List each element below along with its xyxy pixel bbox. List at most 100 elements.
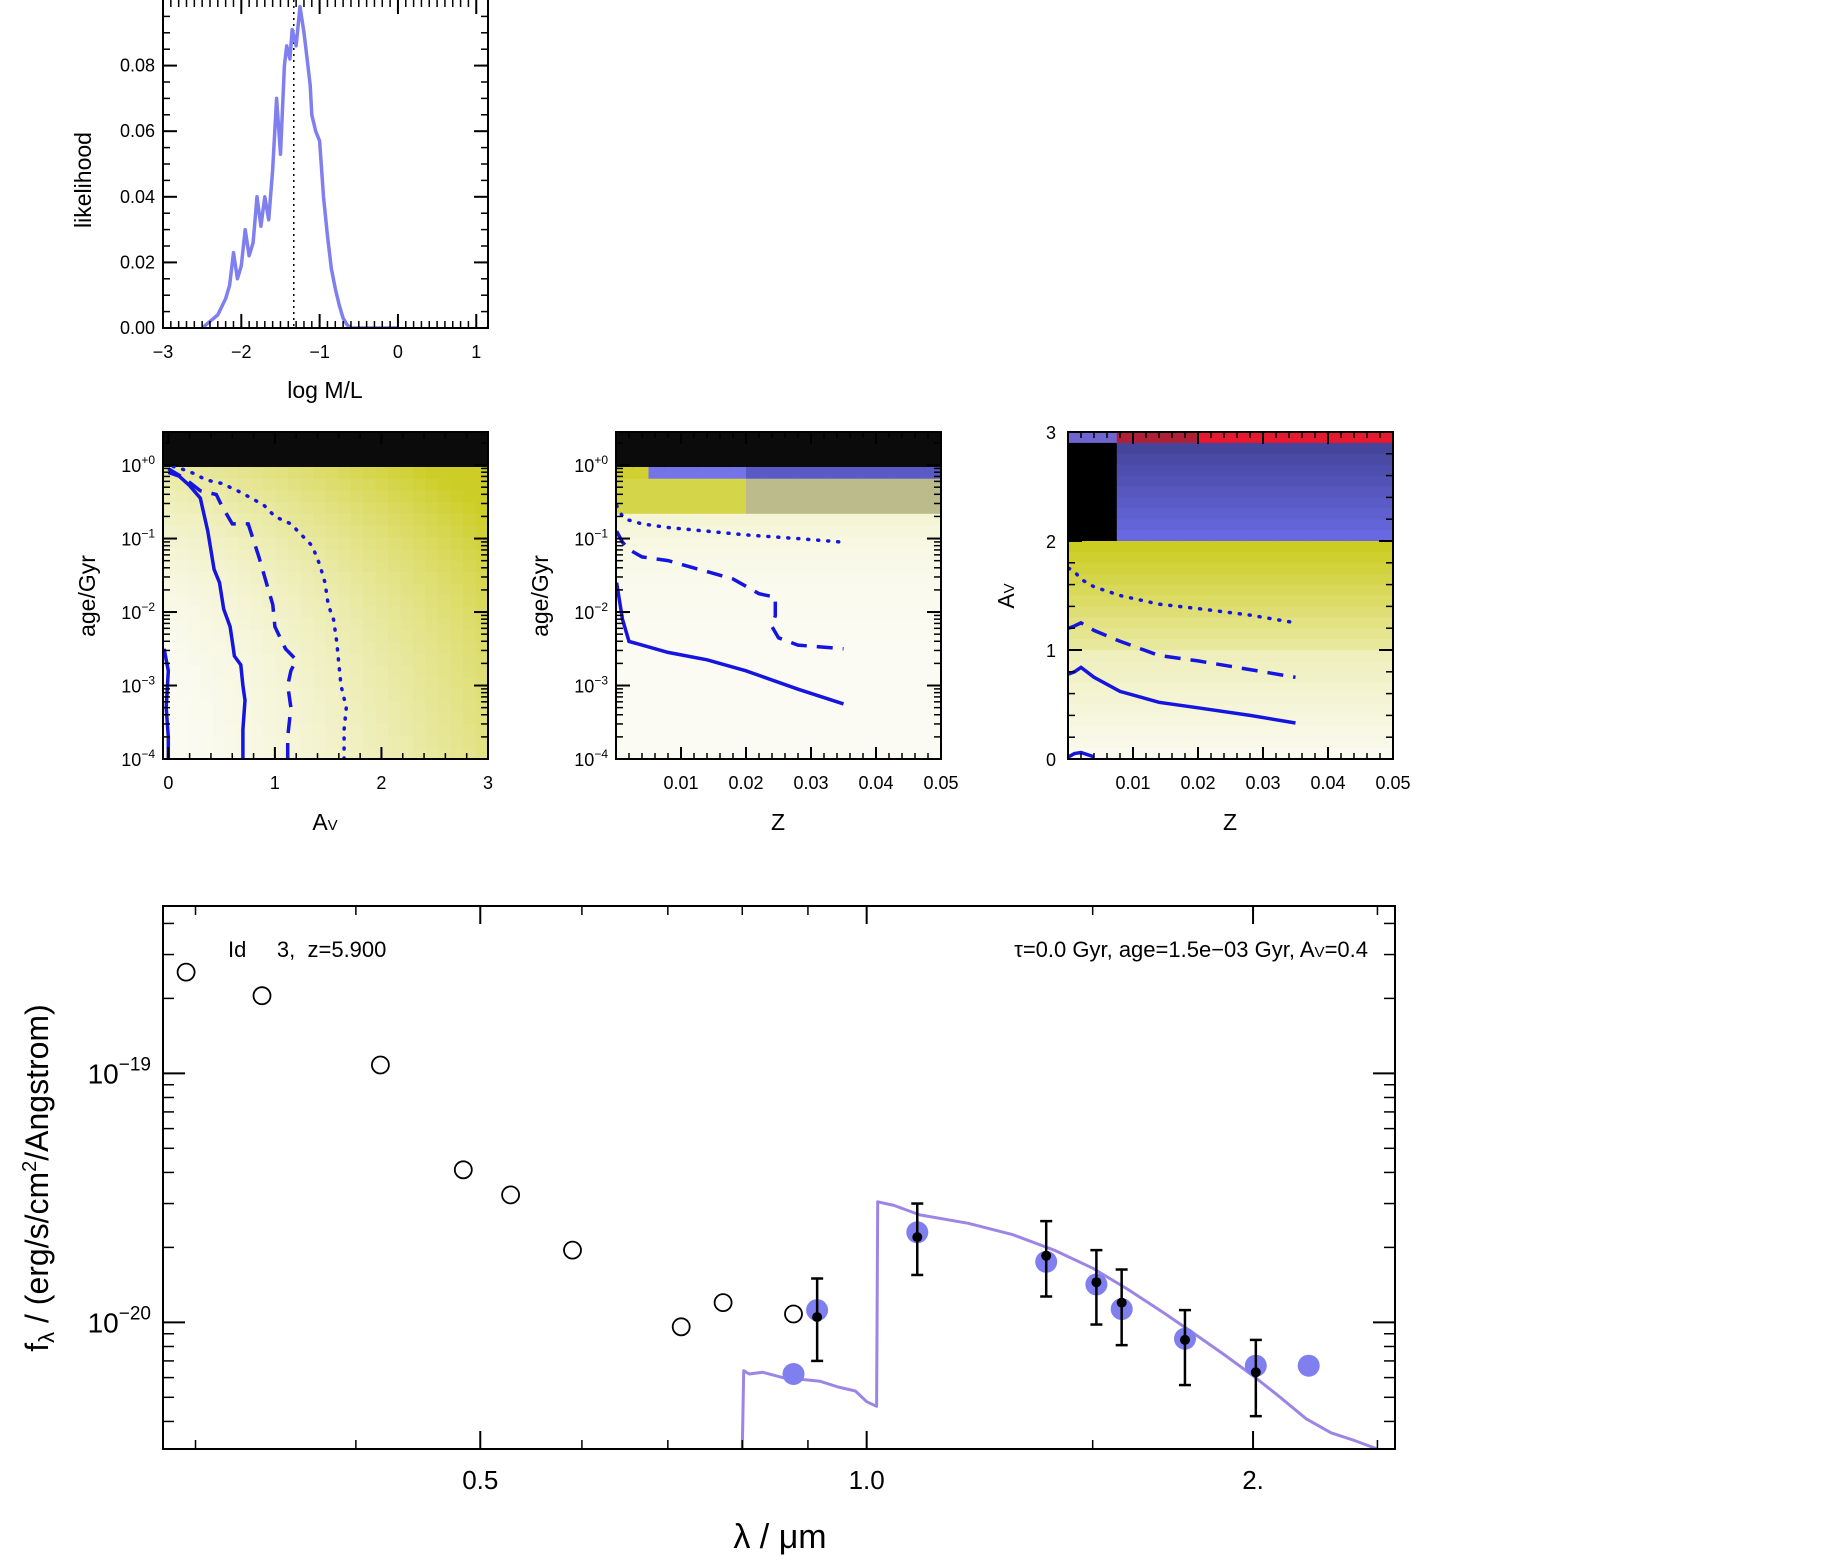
heatmap-cell	[778, 432, 796, 445]
heatmap-cell	[1295, 606, 1313, 618]
heatmap-cell	[1263, 748, 1280, 759]
heatmap-cell	[1165, 639, 1183, 651]
heatmap-cell	[325, 677, 339, 690]
heatmap-cell	[463, 688, 477, 702]
heatmap-cell	[1133, 606, 1150, 618]
heatmap-cell	[876, 607, 893, 620]
heatmap-cell	[250, 572, 264, 585]
heatmap-cell	[1100, 453, 1118, 466]
heatmap-cell	[762, 572, 780, 585]
heatmap-cell	[1165, 595, 1183, 607]
contour-solid	[1068, 750, 1095, 759]
heatmap-cell	[908, 455, 926, 468]
heatmap-cell	[713, 490, 731, 503]
heatmap-cell	[1246, 628, 1264, 640]
heatmap-cell	[388, 467, 402, 480]
heatmap-cell	[1246, 442, 1264, 455]
heatmap-cell	[1165, 497, 1183, 509]
heatmap-cell	[632, 653, 650, 667]
heatmap-cell	[388, 490, 402, 503]
heatmap-cell	[1376, 726, 1393, 738]
heatmap-cell	[450, 583, 464, 597]
heatmap-cell	[475, 502, 488, 515]
heatmap-cell	[1149, 595, 1167, 607]
heatmap-cell	[1295, 475, 1313, 488]
heatmap-cell	[729, 747, 747, 759]
heatmap-cell	[1181, 519, 1199, 531]
heatmap-cell	[475, 618, 488, 632]
heatmap-cell	[778, 467, 796, 480]
heatmap-cell	[1100, 432, 1118, 444]
heatmap-cell	[1263, 715, 1280, 727]
heatmap-cell	[924, 443, 941, 456]
heatmap-cell	[475, 443, 488, 456]
heatmap-cell	[632, 455, 650, 468]
heatmap-cell	[400, 595, 414, 608]
heatmap-cell	[288, 630, 302, 643]
heatmap-cell	[363, 537, 377, 550]
heatmap-cell	[288, 455, 302, 468]
heatmap-cell	[1279, 432, 1297, 444]
heatmap-cell	[681, 467, 698, 480]
heatmap-cell	[892, 653, 910, 667]
heatmap-cell	[288, 490, 302, 503]
heatmap-cell	[288, 583, 302, 597]
heatmap-cell	[175, 688, 189, 702]
heatmap-cell	[1376, 606, 1393, 618]
heatmap-cell	[1100, 573, 1118, 586]
heatmap-cell	[1068, 562, 1085, 575]
heatmap-cell	[664, 607, 682, 620]
heatmap-cell	[1246, 573, 1264, 586]
heatmap-cell	[413, 455, 427, 468]
heatmap-cell	[463, 747, 477, 759]
heatmap-cell	[275, 712, 289, 725]
heatmap-cell	[729, 712, 747, 725]
heatmap-cell	[1279, 519, 1297, 531]
heatmap-cell	[363, 583, 377, 597]
heatmap-cell	[425, 443, 439, 456]
x-tick-label: 0	[163, 773, 173, 793]
heatmap-cell	[843, 490, 861, 503]
heatmap-cell	[250, 688, 264, 702]
heatmap-cell	[827, 618, 845, 632]
heatmap-cell	[238, 618, 252, 632]
heatmap-cell	[778, 513, 796, 527]
heatmap-cell	[1279, 442, 1297, 455]
heatmap-cell	[1295, 617, 1313, 629]
heatmap-cell	[1230, 530, 1248, 542]
heatmap-cell	[1181, 453, 1199, 466]
heatmap-cell	[1181, 475, 1199, 488]
heatmap-cell	[648, 735, 666, 748]
contour-dashed	[616, 530, 844, 651]
heatmap-cell	[438, 735, 452, 748]
heatmap-cell	[1263, 541, 1280, 553]
heatmap-cell	[648, 432, 666, 445]
heatmap-cell	[363, 478, 377, 491]
heatmap-cell	[729, 642, 747, 655]
heatmap-cell	[746, 490, 763, 503]
heatmap-cell	[413, 548, 427, 562]
heatmap-cell	[1165, 562, 1183, 575]
heatmap-cell	[859, 642, 877, 655]
heatmap-cell	[1344, 530, 1362, 542]
heatmap-cell	[794, 467, 812, 480]
heatmap-cell	[175, 502, 189, 515]
heatmap-cell	[1181, 650, 1199, 662]
heatmap-cell	[438, 443, 452, 456]
heatmap-cell	[463, 490, 477, 503]
heatmap-cell	[778, 595, 796, 608]
heatmap-cell	[892, 724, 910, 737]
heatmap-cell	[175, 432, 189, 445]
heatmap-cell	[263, 548, 277, 562]
heatmap-cell	[794, 560, 812, 573]
heatmap-cell	[1133, 715, 1150, 727]
heatmap-cell	[350, 455, 364, 468]
heatmap-cell	[1246, 715, 1264, 727]
heatmap-cell	[908, 513, 926, 527]
heatmap-cell	[892, 642, 910, 655]
heatmap-cell	[681, 548, 698, 562]
heatmap-cell	[338, 560, 352, 573]
heatmap-cell	[697, 478, 715, 491]
heatmap-cell	[1376, 573, 1393, 586]
heatmap-cell	[1181, 562, 1199, 575]
